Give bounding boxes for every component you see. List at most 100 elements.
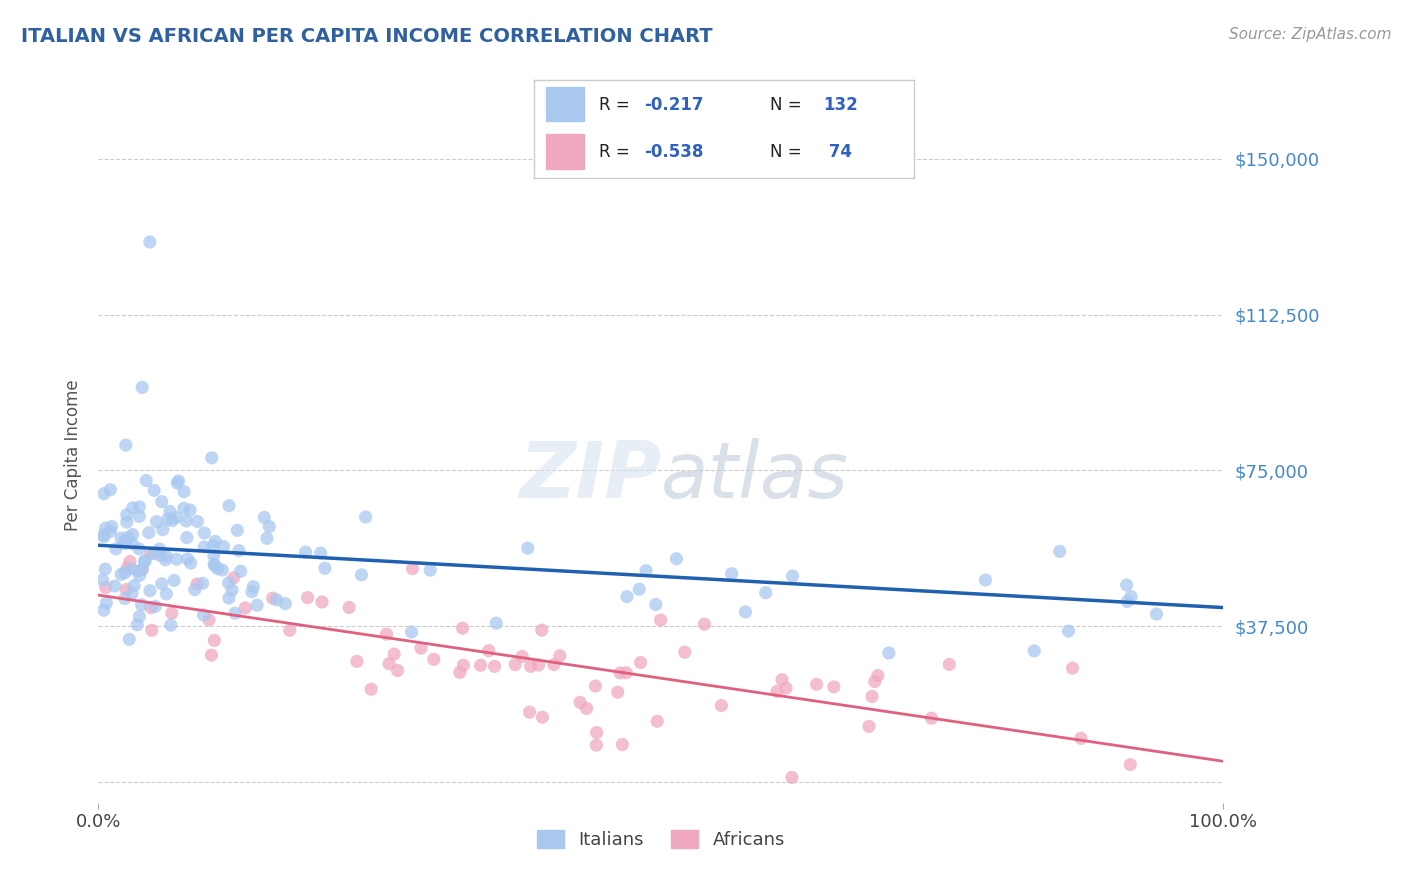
Point	[543, 657, 565, 672]
Point	[519, 705, 541, 719]
Point	[938, 657, 960, 672]
Point	[121, 500, 143, 515]
Point	[226, 524, 249, 538]
Point	[110, 531, 132, 545]
Point	[233, 600, 256, 615]
Point	[314, 561, 336, 575]
Point	[823, 680, 845, 694]
Point	[259, 519, 281, 533]
Point	[274, 597, 297, 611]
Point	[193, 540, 215, 554]
Point	[160, 514, 183, 528]
Point	[93, 528, 115, 542]
Point	[114, 566, 136, 580]
Point	[163, 574, 186, 588]
Point	[224, 606, 246, 620]
Point	[193, 525, 215, 540]
Point	[453, 658, 475, 673]
Point	[775, 681, 797, 695]
Point	[115, 508, 138, 522]
Point	[510, 649, 533, 664]
Point	[294, 545, 316, 559]
Point	[531, 710, 554, 724]
Point	[135, 474, 157, 488]
Point	[606, 685, 628, 699]
Point	[127, 564, 149, 578]
Point	[527, 658, 550, 673]
Point	[645, 714, 668, 729]
Point	[184, 582, 207, 597]
Text: 74: 74	[823, 143, 852, 161]
Bar	[546, 87, 583, 121]
Point	[583, 679, 606, 693]
Point	[91, 573, 114, 587]
Point	[485, 616, 508, 631]
Point	[1057, 624, 1080, 638]
Text: R =: R =	[599, 143, 636, 161]
Point	[204, 558, 226, 573]
Point	[149, 542, 172, 557]
Point	[375, 627, 398, 641]
Point	[212, 540, 235, 554]
Point	[378, 657, 401, 671]
Point	[120, 562, 142, 576]
Point	[569, 695, 592, 709]
Point	[710, 698, 733, 713]
Point	[200, 648, 222, 662]
Point	[297, 591, 319, 605]
Text: R =: R =	[599, 95, 636, 114]
Point	[503, 657, 526, 672]
Point	[1062, 661, 1084, 675]
Point	[110, 567, 132, 582]
Point	[401, 562, 423, 576]
Point	[128, 568, 150, 582]
Point	[165, 510, 187, 524]
Point	[720, 566, 742, 581]
Point	[94, 581, 117, 595]
Text: N =: N =	[769, 143, 807, 161]
Point	[98, 483, 121, 497]
Point	[155, 587, 177, 601]
Point	[93, 603, 115, 617]
Point	[218, 576, 240, 591]
Point	[519, 659, 541, 673]
Point	[770, 673, 793, 687]
Point	[117, 531, 139, 545]
Point	[256, 532, 278, 546]
Point	[138, 525, 160, 540]
Point	[104, 579, 127, 593]
Point	[253, 510, 276, 524]
Point	[266, 592, 288, 607]
Point	[114, 536, 136, 550]
Point	[202, 548, 225, 562]
Text: 132: 132	[823, 95, 858, 114]
Point	[755, 585, 778, 599]
Point	[141, 624, 163, 638]
Point	[100, 519, 122, 533]
Point	[174, 514, 197, 528]
Point	[644, 598, 666, 612]
Point	[228, 543, 250, 558]
Point	[585, 725, 607, 739]
Point	[616, 590, 638, 604]
Point	[115, 561, 138, 575]
Point	[1115, 578, 1137, 592]
Point	[191, 576, 214, 591]
Point	[548, 648, 571, 663]
Point	[650, 613, 672, 627]
Point	[202, 539, 225, 553]
Point	[186, 577, 208, 591]
Point	[673, 645, 696, 659]
Point	[180, 556, 202, 570]
Point	[100, 524, 122, 539]
Point	[186, 515, 208, 529]
Point	[470, 658, 492, 673]
Point	[131, 563, 153, 577]
Point	[575, 701, 598, 715]
Point	[229, 564, 252, 578]
Point	[131, 380, 153, 394]
Point	[780, 771, 803, 785]
Point	[122, 578, 145, 592]
Point	[1119, 757, 1142, 772]
Point	[1146, 607, 1168, 621]
